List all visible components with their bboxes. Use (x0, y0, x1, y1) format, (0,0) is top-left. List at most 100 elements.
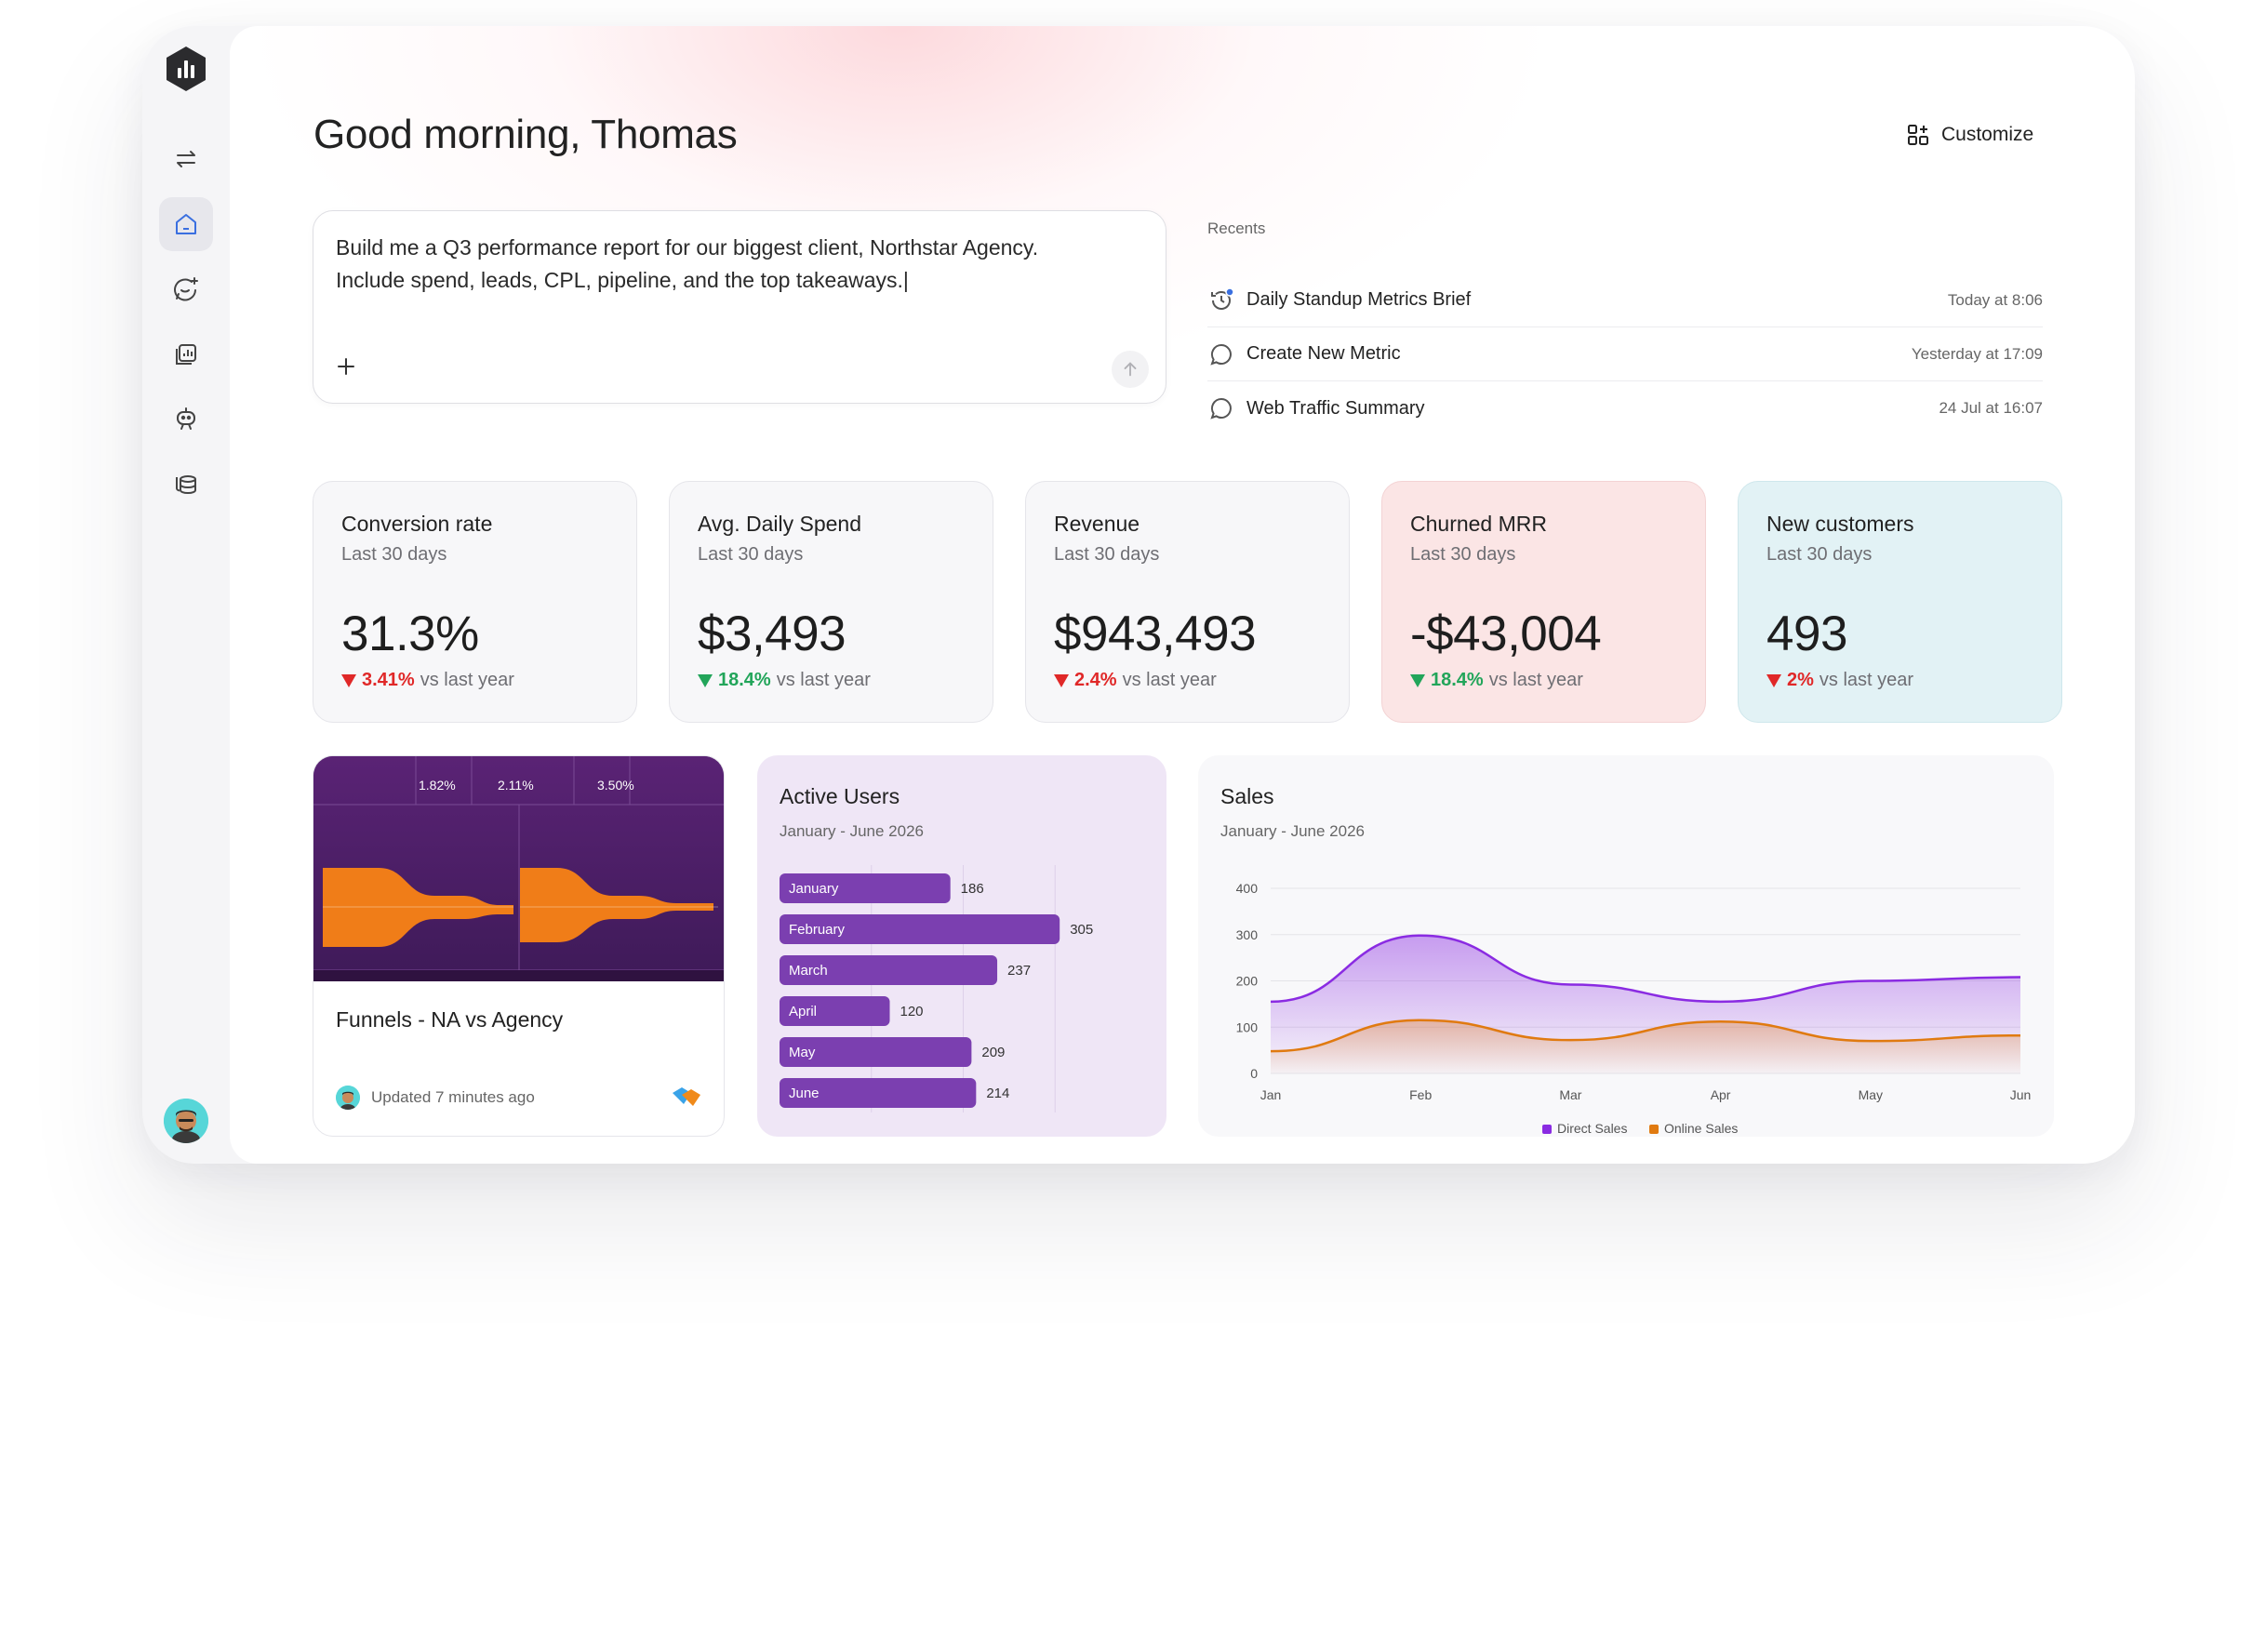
y-tick-label: 200 (1236, 974, 1259, 989)
funnel-dashboard-card[interactable]: 1.82% 2.11% 3.50% Funnels - NA vs Agency (313, 755, 725, 1137)
bar-value: 209 (981, 1045, 1005, 1060)
kpi-card-churned-mrr[interactable]: Churned MRR Last 30 days -$43,004 18.4% … (1381, 481, 1706, 723)
chat-bubble-icon (1210, 343, 1232, 366)
bar (780, 955, 998, 985)
prompt-text[interactable]: Build me a Q3 performance report for our… (336, 235, 1039, 292)
funnel-card-title: Funnels - NA vs Agency (336, 1007, 564, 1032)
kpi-title: Churned MRR (1410, 512, 1547, 536)
kpi-value: -$43,004 (1410, 606, 1602, 661)
kpi-title: Revenue (1054, 512, 1140, 536)
funnel-card-footer: Updated 7 minutes ago (336, 1086, 535, 1110)
series-area (1271, 1019, 2020, 1073)
kpi-card-revenue[interactable]: Revenue Last 30 days $943,493 2.4% vs la… (1025, 481, 1350, 723)
app-window: Good morning, Thomas Customize Build me … (142, 26, 2135, 1164)
recent-item[interactable]: Create New Metric Yesterday at 17:09 (1207, 327, 2043, 381)
recent-item[interactable]: Web Traffic Summary 24 Jul at 16:07 (1207, 381, 2043, 435)
kpi-change: 2% vs last year (1766, 670, 1913, 691)
kpi-change-percent: 2% (1787, 670, 1814, 690)
kpi-change: 18.4% vs last year (1410, 670, 1583, 691)
kpi-period: Last 30 days (341, 544, 447, 565)
greeting-title: Good morning, Thomas (313, 112, 738, 157)
kpi-title: Conversion rate (341, 512, 493, 536)
legend-swatch (1649, 1125, 1659, 1134)
kpi-value: $943,493 (1054, 606, 1257, 661)
user-avatar[interactable] (164, 1099, 208, 1143)
kpi-change-suffix: vs last year (1488, 670, 1583, 690)
down-triangle-icon (1766, 673, 1781, 687)
recent-item-time: Today at 8:06 (1947, 290, 2043, 309)
down-triangle-icon (341, 673, 356, 687)
bar (780, 1078, 977, 1108)
thumb-stat: 3.50% (597, 778, 634, 793)
bar-label: March (789, 963, 828, 979)
data-sources-icon[interactable] (159, 458, 213, 512)
bar (780, 996, 890, 1026)
tags-icon[interactable] (671, 1084, 702, 1112)
thumb-stat: 1.82% (419, 778, 456, 793)
down-triangle-icon (698, 673, 713, 687)
bar-label: January (789, 881, 839, 897)
kpi-change: 18.4% vs last year (698, 670, 871, 691)
chat-bubble-icon (1210, 397, 1232, 420)
sales-card[interactable]: Sales January - June 2026 0 100 200 300 400 J… (1198, 755, 2054, 1137)
series-line (1270, 934, 2021, 1004)
legend-swatch (1542, 1125, 1552, 1134)
kpi-period: Last 30 days (1054, 544, 1160, 565)
y-tick-label: 300 (1236, 927, 1259, 942)
bar (780, 873, 951, 903)
owner-avatar (336, 1086, 360, 1110)
chart-subtitle: January - June 2026 (780, 822, 924, 840)
bar-value: 214 (986, 1086, 1009, 1101)
app-logo-icon[interactable] (165, 46, 207, 92)
kpi-change-suffix: vs last year (420, 670, 514, 690)
customize-label: Customize (1941, 124, 2034, 145)
ai-prompt-input[interactable]: Build me a Q3 performance report for our… (313, 210, 1166, 404)
updated-text: Updated 7 minutes ago (371, 1088, 535, 1106)
down-triangle-icon (1410, 673, 1425, 687)
bar (780, 914, 1060, 944)
y-tick-label: 100 (1236, 1019, 1259, 1034)
kpi-card-conversion-rate[interactable]: Conversion rate Last 30 days 31.3% 3.41%… (313, 481, 637, 723)
kpi-change-percent: 3.41% (362, 670, 415, 690)
x-tick-label: Jun (2010, 1087, 2032, 1102)
kpi-period: Last 30 days (1766, 544, 1873, 565)
home-icon[interactable] (159, 197, 213, 251)
switch-arrows-icon[interactable] (159, 132, 213, 186)
x-tick-label: May (1859, 1087, 1883, 1102)
x-tick-label: Apr (1711, 1087, 1731, 1102)
attach-plus-icon[interactable] (334, 354, 358, 379)
kpi-value: 31.3% (341, 606, 479, 661)
funnel-thumbnail: 1.82% 2.11% 3.50% (313, 756, 724, 981)
chart-subtitle: January - June 2026 (1220, 822, 1365, 840)
bar-value: 237 (1007, 963, 1031, 979)
active-users-chart: January 186 February 305 March 237 April 120 May… (780, 865, 1093, 1112)
kpi-change-percent: 18.4% (718, 670, 771, 690)
legend-label: Online Sales (1664, 1121, 1738, 1136)
bar-label: May (789, 1045, 816, 1060)
series-line (1270, 1019, 2021, 1053)
kpi-value: $3,493 (698, 606, 846, 661)
customize-button[interactable]: Customize (1906, 123, 2033, 147)
assistant-bot-icon[interactable] (159, 393, 213, 446)
kpi-card-avg-daily-spend[interactable]: Avg. Daily Spend Last 30 days $3,493 18.… (669, 481, 993, 723)
x-tick-label: Jan (1260, 1087, 1282, 1102)
kpi-change-suffix: vs last year (776, 670, 871, 690)
kpi-card-new-customers[interactable]: New customers Last 30 days 493 2% vs las… (1738, 481, 2062, 723)
ai-chat-icon[interactable] (159, 262, 213, 316)
bar-value: 120 (900, 1004, 924, 1019)
bar-label: April (789, 1004, 817, 1019)
x-tick-label: Feb (1409, 1087, 1432, 1102)
recent-item[interactable]: Daily Standup Metrics Brief Today at 8:0… (1207, 273, 2043, 327)
dashboards-icon[interactable] (159, 327, 213, 381)
bar (780, 1037, 972, 1067)
active-users-card[interactable]: Active Users January - June 2026 January… (757, 755, 1166, 1137)
chart-title: Sales (1220, 784, 1274, 808)
y-tick-label: 400 (1236, 881, 1259, 896)
kpi-change: 2.4% vs last year (1054, 670, 1217, 691)
y-tick-label: 0 (1250, 1066, 1258, 1081)
kpi-period: Last 30 days (698, 544, 804, 565)
bar-label: February (789, 922, 846, 938)
recent-item-label: Daily Standup Metrics Brief (1246, 289, 1472, 310)
kpi-title: Avg. Daily Spend (698, 512, 862, 536)
send-button[interactable] (1112, 351, 1149, 388)
